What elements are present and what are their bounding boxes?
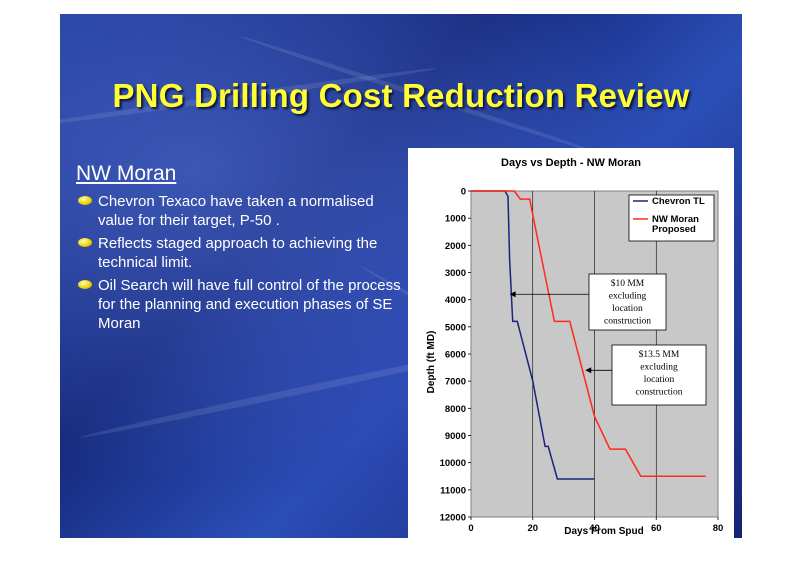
y-tick-label: 12000 <box>440 513 466 524</box>
y-tick-label: 0 <box>461 187 466 198</box>
annotation-arrow-head <box>585 367 592 374</box>
annotation-text: excluding <box>640 363 678 373</box>
annotation-box <box>611 344 707 406</box>
annotation-text: location <box>644 375 675 385</box>
y-tick-label: 1000 <box>445 214 466 225</box>
annotation-text: location <box>612 304 643 314</box>
x-tick-label: 20 <box>527 523 538 534</box>
series-line-nw-moran-proposed <box>471 190 706 478</box>
annotation-text: $13.5 MM <box>639 349 680 360</box>
legend-label: Proposed <box>652 224 696 235</box>
y-tick-label: 5000 <box>445 322 466 333</box>
y-tick-label: 9000 <box>445 431 466 442</box>
y-axis: 0 1000 2000 3000 4000 5000 6000 7000 8000 9000 100… <box>440 187 471 524</box>
bullet-list: Chevron Texaco have taken a normalised v… <box>76 192 406 337</box>
y-tick-label: 8000 <box>445 404 466 415</box>
y-tick-label: 2000 <box>445 241 466 252</box>
y-tick-label: 11000 <box>440 485 466 496</box>
bullet-text: Oil Search will have full control of the… <box>98 277 401 332</box>
bullet-icon <box>78 238 92 247</box>
x-axis: 0 20 40 60 80 <box>468 517 723 534</box>
days-vs-depth-chart: Days vs Depth - NW Moran 0 1000 2000 3000 40… <box>426 157 723 537</box>
legend-label: NW Moran <box>652 214 699 225</box>
bullet-text: Chevron Texaco have taken a normalised v… <box>98 193 374 229</box>
chart-panel: Days vs Depth - NW Moran 0 1000 2000 3000 40… <box>408 148 734 538</box>
y-tick-label: 3000 <box>445 268 466 279</box>
x-tick-label: 40 <box>589 523 600 534</box>
y-axis-label: Depth (ft MD) <box>426 331 437 394</box>
slide-title: PNG Drilling Cost Reduction Review <box>112 77 690 114</box>
chart-title: Days vs Depth - NW Moran <box>501 157 641 169</box>
annotation-text: excluding <box>609 292 647 302</box>
x-axis-label: Days From Spud <box>564 526 643 537</box>
annotations: $10 MM excluding location construction $13.5… <box>509 273 707 406</box>
annotation-text: $10 MM <box>611 278 645 289</box>
x-tick-label: 80 <box>713 523 724 534</box>
y-tick-label: 4000 <box>445 295 466 306</box>
annotation-arrow-head <box>509 291 516 298</box>
x-tick-label: 0 <box>468 523 473 534</box>
y-tick-label: 7000 <box>445 377 466 388</box>
annotation-box <box>588 273 667 331</box>
bullet-icon <box>78 280 92 289</box>
x-tick-label: 60 <box>651 523 662 534</box>
bullet-icon <box>78 196 92 205</box>
legend-label: Chevron TL <box>652 196 705 207</box>
bullet-item: Oil Search will have full control of the… <box>76 276 406 333</box>
section-heading: NW Moran <box>76 162 177 185</box>
bullet-text: Reflects staged approach to achieving th… <box>98 235 378 271</box>
annotation-text: construction <box>604 317 651 327</box>
bullet-item: Reflects staged approach to achieving th… <box>76 234 406 272</box>
y-tick-label: 6000 <box>445 350 466 361</box>
series-lines <box>471 190 706 480</box>
series-line-chevron-tl <box>471 190 595 480</box>
legend-box <box>628 194 715 242</box>
y-tick-label: 10000 <box>440 458 466 469</box>
bullet-item: Chevron Texaco have taken a normalised v… <box>76 192 406 230</box>
annotation-text: construction <box>636 388 683 398</box>
